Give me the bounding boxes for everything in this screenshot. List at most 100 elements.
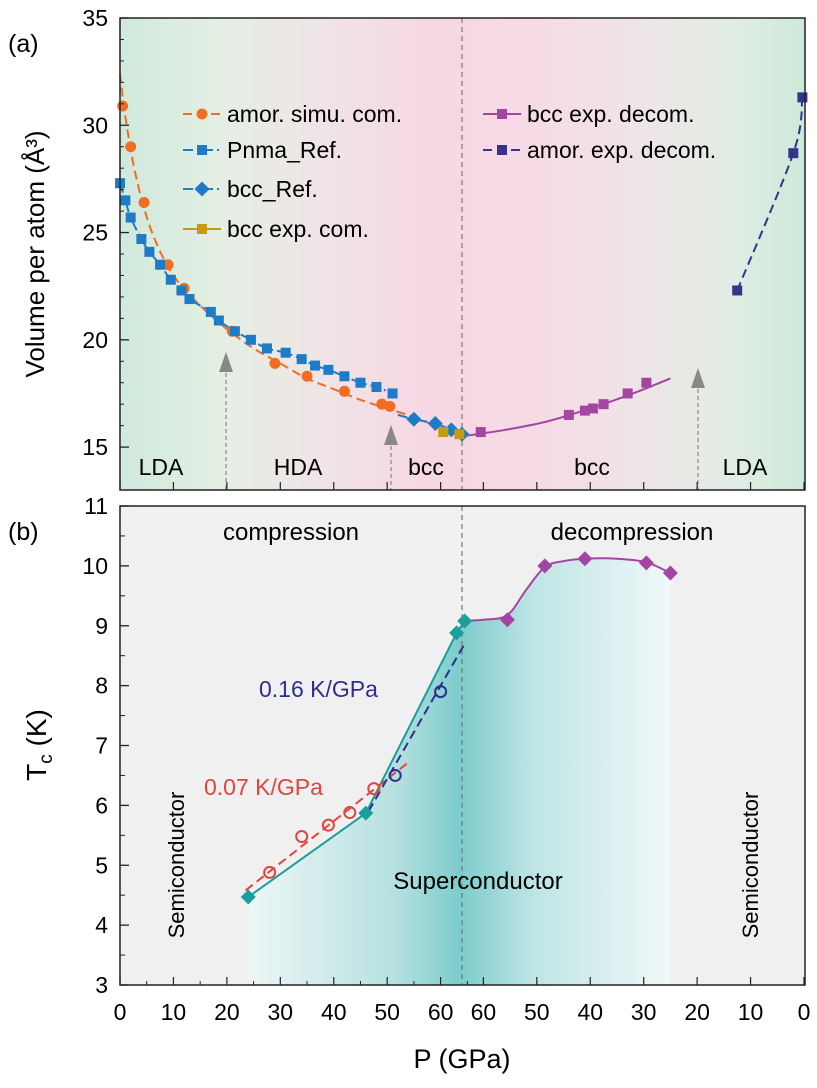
panel-b-y-tick-label: 3 <box>95 972 108 998</box>
data-point <box>245 334 256 345</box>
panel-b: 3 4 5 6 7 8 9 10 11 0 10 20 30 40 50 60 60 50 40 30 20 10 0 c… <box>8 493 810 1074</box>
panel-a-y-tick-label: 30 <box>82 112 108 138</box>
data-point <box>205 306 216 317</box>
legend-entry: amor. exp. decom. <box>527 137 716 163</box>
data-point <box>269 357 281 369</box>
data-point <box>434 685 448 699</box>
data-point <box>638 555 654 571</box>
legend-entry: Pnma_Ref. <box>227 137 342 163</box>
tc-symbol: T <box>21 764 52 781</box>
data-point <box>662 565 678 581</box>
data-point <box>732 285 743 296</box>
data-point <box>371 382 382 393</box>
data-point <box>449 625 465 641</box>
region-label: bcc <box>574 454 610 480</box>
data-point <box>310 360 321 371</box>
legend-marker <box>194 181 210 197</box>
legend-entry: bcc exp. com. <box>227 216 369 242</box>
data-point <box>240 889 256 905</box>
panel-b-y-tick-label: 9 <box>95 613 108 639</box>
data-point <box>355 377 366 388</box>
panel-a: 15 20 25 30 35 amor. simu. com. Pnma_Ref. bcc_… <box>8 5 808 491</box>
data-point <box>176 285 187 296</box>
panel-b-y-tick-label: 8 <box>95 673 108 699</box>
fit-line <box>736 97 804 291</box>
fit-line <box>119 182 393 395</box>
data-point <box>165 274 176 285</box>
tc-unit: (K) <box>21 709 52 754</box>
panel-a-legend: amor. simu. com.Pnma_Ref.bcc_Ref.bcc exp… <box>183 101 716 242</box>
tc-subscript: c <box>36 754 57 764</box>
x-axis-tick-labels: 0 10 20 30 40 50 60 60 50 40 30 20 10 0 <box>114 999 811 1025</box>
region-label: LDA <box>139 454 184 480</box>
data-point <box>406 411 422 427</box>
x-tick-label: 30 <box>631 999 657 1025</box>
data-point <box>296 354 307 365</box>
data-point <box>622 388 633 399</box>
data-point <box>438 427 449 438</box>
data-point <box>184 294 195 305</box>
x-axis-label: P (GPa) <box>413 1044 510 1074</box>
data-point <box>537 558 553 574</box>
x-tick-label: 20 <box>684 999 710 1025</box>
panel-a-y-tick-label: 20 <box>82 327 108 353</box>
legend-marker <box>196 108 208 120</box>
data-point <box>343 806 357 820</box>
data-point <box>321 818 335 832</box>
data-point <box>144 246 155 257</box>
legend-marker <box>197 145 207 155</box>
data-point <box>213 315 224 326</box>
data-point <box>138 197 150 209</box>
panel-b-y-tick-label: 11 <box>84 493 108 519</box>
data-point <box>641 377 652 388</box>
x-tick-label: 40 <box>321 999 347 1025</box>
x-tick-label: 60 <box>471 999 497 1025</box>
data-point <box>229 326 240 337</box>
panel-a-data-marks <box>115 92 808 442</box>
x-tick-label: 10 <box>738 999 764 1025</box>
data-point <box>323 364 334 375</box>
guide-arrow-head <box>219 352 233 372</box>
fit-line <box>367 643 466 812</box>
data-point <box>457 613 473 629</box>
panel-a-y-axis-label: Volume per atom (Å³) <box>20 130 50 377</box>
panel-a-y-tick-label: 25 <box>82 220 108 246</box>
panel-b-y-tick-label: 5 <box>95 852 108 878</box>
x-tick-label: 0 <box>798 999 811 1025</box>
data-point <box>295 830 309 844</box>
data-point <box>117 100 129 112</box>
panel-b-y-tick-label: 6 <box>95 792 108 818</box>
x-tick-label: 0 <box>114 999 127 1025</box>
data-point <box>280 347 291 358</box>
data-point <box>125 212 136 223</box>
legend-entry: bcc exp. decom. <box>527 101 694 127</box>
panel-b-y-axis-label: Tc (K) <box>21 709 57 781</box>
data-point <box>587 403 598 414</box>
data-point <box>367 782 381 796</box>
panel-b-label: (b) <box>8 518 39 546</box>
data-point <box>358 805 374 821</box>
panel-a-label: (a) <box>8 30 39 58</box>
panel-a-guide-arrows <box>219 352 705 490</box>
data-point <box>598 399 609 410</box>
x-tick-label: 10 <box>161 999 187 1025</box>
guide-arrow-head <box>691 368 705 388</box>
panel-b-y-tick-label: 10 <box>82 553 108 579</box>
semiconductor-right-label: Semiconductor <box>738 792 763 939</box>
legend-entry: bcc_Ref. <box>227 176 318 202</box>
data-point <box>388 768 402 782</box>
data-point <box>454 429 465 440</box>
fit-line <box>247 620 466 898</box>
x-tick-label: 20 <box>214 999 240 1025</box>
data-point <box>136 233 147 244</box>
panel-b-data-marks <box>240 551 678 905</box>
guide-arrow-head <box>384 425 398 445</box>
slope-annotation-red: 0.07 K/GPa <box>204 774 323 800</box>
data-point <box>301 370 313 382</box>
data-point <box>387 388 398 399</box>
data-point <box>499 612 515 628</box>
legend-entry: amor. simu. com. <box>227 101 402 127</box>
x-tick-label: 30 <box>268 999 294 1025</box>
data-point <box>788 148 799 159</box>
